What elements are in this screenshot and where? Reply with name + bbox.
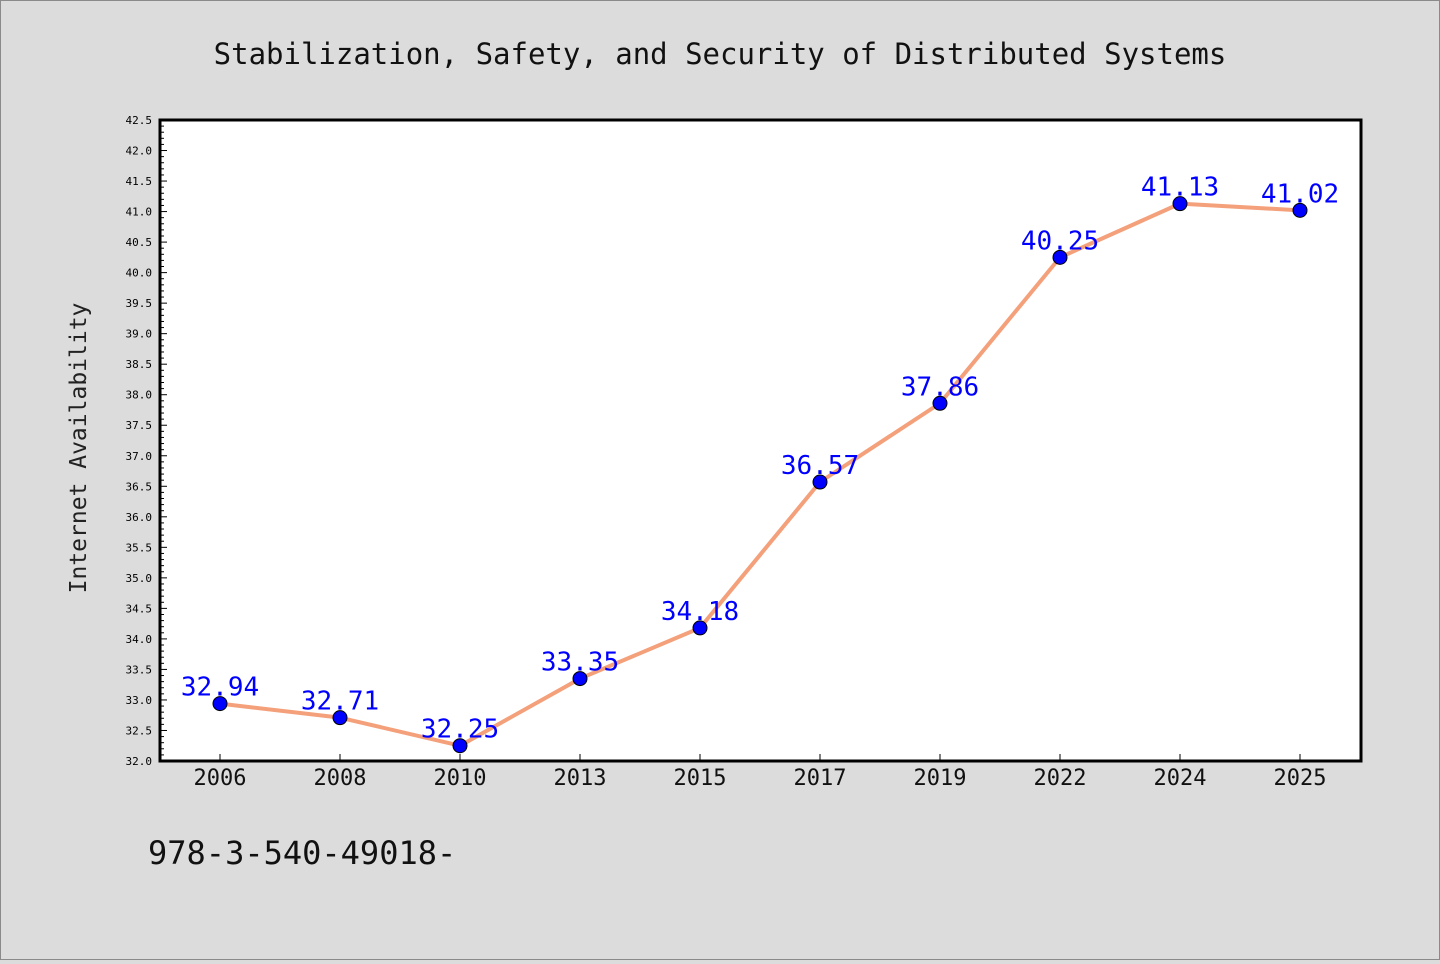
- series-line: [219, 201, 1301, 748]
- data-point: [932, 395, 948, 411]
- data-labels: 32.94 32.71 32.25 33.35 34.18 36.57 37.86 40.25…: [181, 173, 1339, 745]
- data-point: [1292, 202, 1308, 218]
- y-tick-label: 37.0: [126, 450, 153, 463]
- y-tick-label: 33.5: [126, 663, 153, 676]
- y-tick-label: 40.0: [126, 267, 153, 280]
- y-tick-label: 39.0: [126, 328, 153, 341]
- data-point: [1052, 249, 1068, 265]
- data-label: 40.25: [1021, 226, 1099, 256]
- y-tick-label: 41.0: [126, 206, 153, 219]
- x-tick-label: 2015: [674, 766, 727, 791]
- x-tick-label: 2024: [1154, 766, 1207, 791]
- data-label: 32.94: [181, 673, 259, 703]
- x-axis: 2006 2008 2010 2013 2015 2017 2019 2022 2024 2025: [194, 754, 1327, 791]
- x-tick-label: 2010: [434, 766, 487, 791]
- y-tick-label: 40.5: [126, 236, 153, 249]
- y-tick-label: 37.5: [126, 419, 153, 432]
- x-tick-label: 2008: [314, 766, 367, 791]
- y-tick-label: 42.5: [126, 114, 153, 127]
- data-label: 32.71: [301, 687, 379, 717]
- plot-area: [158, 118, 1363, 763]
- y-tick-label: 32.0: [126, 755, 153, 768]
- x-tick-label: 2025: [1274, 766, 1327, 791]
- y-axis-label: Internet Availability: [66, 303, 92, 594]
- data-label: 41.02: [1261, 179, 1339, 209]
- data-point: [332, 710, 348, 726]
- x-tick-label: 2017: [794, 766, 847, 791]
- y-tick-label: 42.0: [126, 145, 153, 158]
- y-tick-label: 33.0: [126, 694, 153, 707]
- y-tick-label: 39.5: [126, 297, 153, 310]
- y-tick-label: 36.0: [126, 511, 153, 524]
- x-tick-label: 2022: [1034, 766, 1087, 791]
- data-point: [692, 620, 708, 636]
- y-tick-label: 35.5: [126, 541, 153, 554]
- data-point: [812, 474, 828, 490]
- y-tick-label: 32.5: [126, 724, 153, 737]
- data-point: [572, 671, 588, 687]
- data-point: [212, 696, 228, 712]
- x-tick-label: 2013: [554, 766, 607, 791]
- x-tick-label: 2006: [194, 766, 247, 791]
- y-tick-label: 38.5: [126, 358, 153, 371]
- chart-title: Stabilization, Safety, and Security of D…: [214, 37, 1227, 71]
- y-axis: 32.0 32.5 33.0 33.5 34.0 34.5 35.0 35.5 36.0 36.5…: [126, 114, 167, 768]
- y-tick-label: 34.5: [126, 602, 153, 615]
- series-line-group: [219, 201, 1301, 748]
- data-point: [452, 738, 468, 754]
- data-label: 33.35: [541, 648, 619, 678]
- data-label: 36.57: [781, 451, 859, 481]
- y-tick-label: 41.5: [126, 175, 153, 188]
- data-label: 32.25: [421, 715, 499, 745]
- data-label: 34.18: [661, 597, 739, 627]
- data-points: [212, 196, 1308, 754]
- y-tick-label: 34.0: [126, 633, 153, 646]
- data-label: 37.86: [901, 372, 979, 402]
- isbn-annotation: 978-3-540-49018-: [148, 834, 456, 872]
- y-tick-label: 38.0: [126, 389, 153, 402]
- data-label: 41.13: [1141, 173, 1219, 203]
- y-tick-label: 35.0: [126, 572, 153, 585]
- x-tick-label: 2019: [914, 766, 967, 791]
- data-point: [1172, 196, 1188, 212]
- y-tick-label: 36.5: [126, 480, 153, 493]
